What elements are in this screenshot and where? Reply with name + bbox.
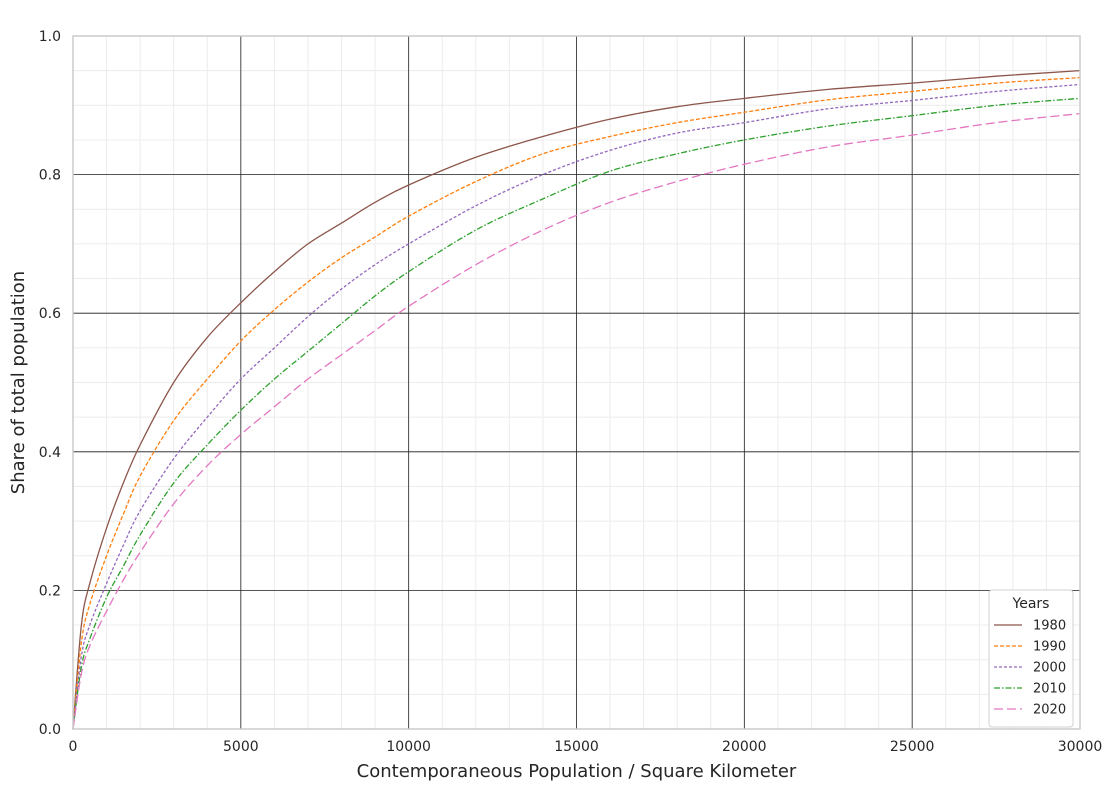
x-tick-label: 0: [69, 739, 78, 755]
legend-label-2000: 2000: [1033, 661, 1066, 676]
legend-label-1990: 1990: [1033, 640, 1066, 655]
series-lines: [72, 70, 1081, 730]
y-tick-label: 0.6: [39, 306, 61, 322]
y-tick-label: 0.0: [39, 722, 61, 738]
legend-label-2020: 2020: [1033, 703, 1066, 718]
legend-label-2010: 2010: [1033, 682, 1066, 697]
x-tick-label: 20000: [722, 739, 767, 755]
series-line-1980: [72, 70, 1081, 730]
series-line-2020: [72, 112, 1081, 730]
x-tick-label: 10000: [386, 739, 431, 755]
legend-label-1980: 1980: [1033, 619, 1066, 634]
x-tick-label: 25000: [890, 739, 935, 755]
legend-items: 1980 1990 2000 2010 2020: [994, 619, 1066, 718]
series-line-2000: [72, 83, 1081, 730]
x-axis-label: Contemporaneous Population / Square Kilo…: [357, 761, 797, 782]
x-tick-label: 15000: [554, 739, 599, 755]
x-axis-ticks: 0 5000 10000 15000 20000 25000 30000: [69, 739, 1103, 755]
y-tick-label: 0.4: [39, 445, 61, 461]
legend-box: [988, 589, 1074, 728]
y-axis-ticks: 0.0 0.2 0.4 0.6 0.8 1.0: [39, 29, 61, 738]
y-tick-label: 0.2: [39, 583, 61, 599]
x-tick-label: 5000: [223, 739, 259, 755]
y-tick-label: 1.0: [39, 29, 61, 45]
plot-border: [72, 35, 1081, 730]
legend: Years 1980 1990 2000 2010 2020: [988, 589, 1074, 728]
series-line-2010: [72, 97, 1081, 730]
legend-title: Years: [1012, 596, 1050, 612]
series-line-1990: [72, 76, 1081, 730]
major-gridlines: [73, 36, 1080, 729]
x-tick-label: 30000: [1058, 739, 1103, 755]
y-tick-label: 0.8: [39, 168, 61, 184]
y-axis-label: Share of total population: [8, 271, 29, 494]
